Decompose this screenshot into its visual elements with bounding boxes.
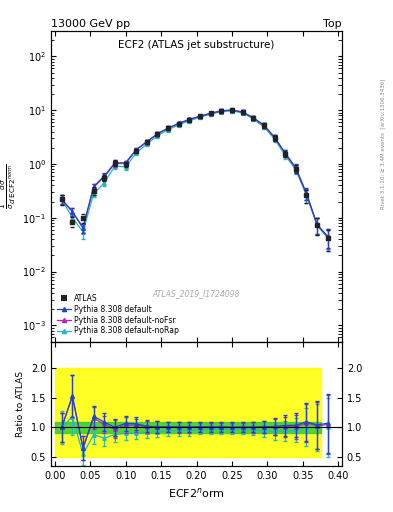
Text: ATLAS_2019_I1724098: ATLAS_2019_I1724098 [153, 289, 240, 298]
Text: Rivet 3.1.10; ≥ 3.4M events  [arXiv:1306.3436]: Rivet 3.1.10; ≥ 3.4M events [arXiv:1306.… [381, 78, 386, 208]
Legend: ATLAS, Pythia 8.308 default, Pythia 8.308 default-noFsr, Pythia 8.308 default-no: ATLAS, Pythia 8.308 default, Pythia 8.30… [55, 291, 181, 338]
Text: ECF2 (ATLAS jet substructure): ECF2 (ATLAS jet substructure) [118, 40, 275, 50]
Y-axis label: Ratio to ATLAS: Ratio to ATLAS [16, 371, 25, 437]
Y-axis label: $\frac{1}{\sigma}\frac{d\sigma}{d\,\mathrm{ECF2}^{norm}}$: $\frac{1}{\sigma}\frac{d\sigma}{d\,\math… [0, 163, 18, 209]
Text: Top: Top [323, 18, 342, 29]
Text: 13000 GeV pp: 13000 GeV pp [51, 18, 130, 29]
X-axis label: ECF2$^n$orm: ECF2$^n$orm [168, 486, 225, 500]
